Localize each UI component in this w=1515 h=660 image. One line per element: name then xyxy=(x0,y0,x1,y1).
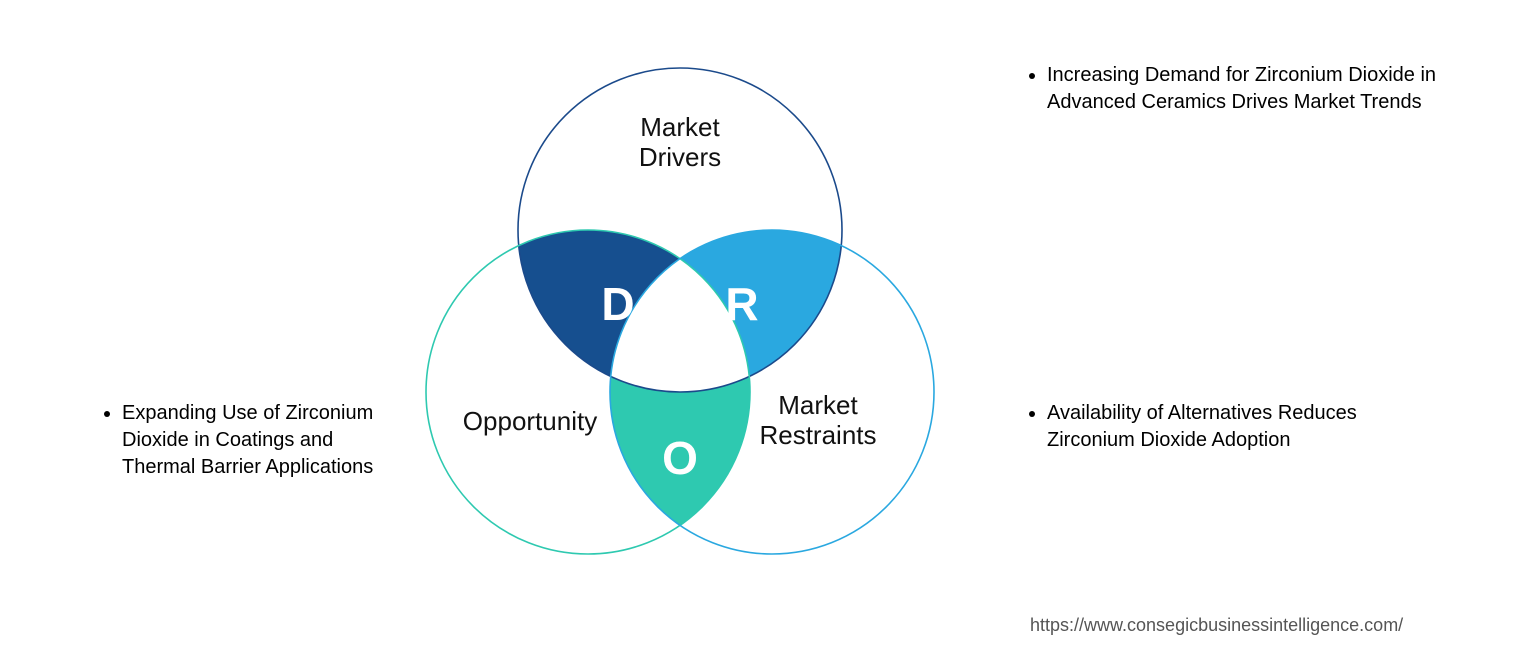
letter-r: R xyxy=(725,278,758,330)
label-market-restraints-line2: Restraints xyxy=(759,420,876,450)
bullet-drivers-text: Increasing Demand for Zirconium Dioxide … xyxy=(1047,62,1445,116)
letter-d: D xyxy=(601,278,634,330)
bullet-restraints: Availability of Alternatives Reduces Zir… xyxy=(1025,400,1445,454)
bullet-restraints-text: Availability of Alternatives Reduces Zir… xyxy=(1047,400,1445,454)
label-market-drivers-line2: Drivers xyxy=(639,142,721,172)
bullet-opportunity-text: Expanding Use of Zirconium Dioxide in Co… xyxy=(122,400,410,481)
source-url: https://www.consegicbusinessintelligence… xyxy=(1030,615,1403,636)
diagram-stage: Market Drivers Opportunity Market Restra… xyxy=(0,0,1515,660)
label-opportunity: Opportunity xyxy=(463,406,597,436)
bullet-opportunity: Expanding Use of Zirconium Dioxide in Co… xyxy=(100,400,410,481)
venn-diagram: Market Drivers Opportunity Market Restra… xyxy=(370,20,990,620)
label-market-restraints-line1: Market xyxy=(778,390,858,420)
label-market-drivers-line1: Market xyxy=(640,112,720,142)
bullet-drivers: Increasing Demand for Zirconium Dioxide … xyxy=(1025,62,1445,116)
letter-o: O xyxy=(662,432,698,484)
